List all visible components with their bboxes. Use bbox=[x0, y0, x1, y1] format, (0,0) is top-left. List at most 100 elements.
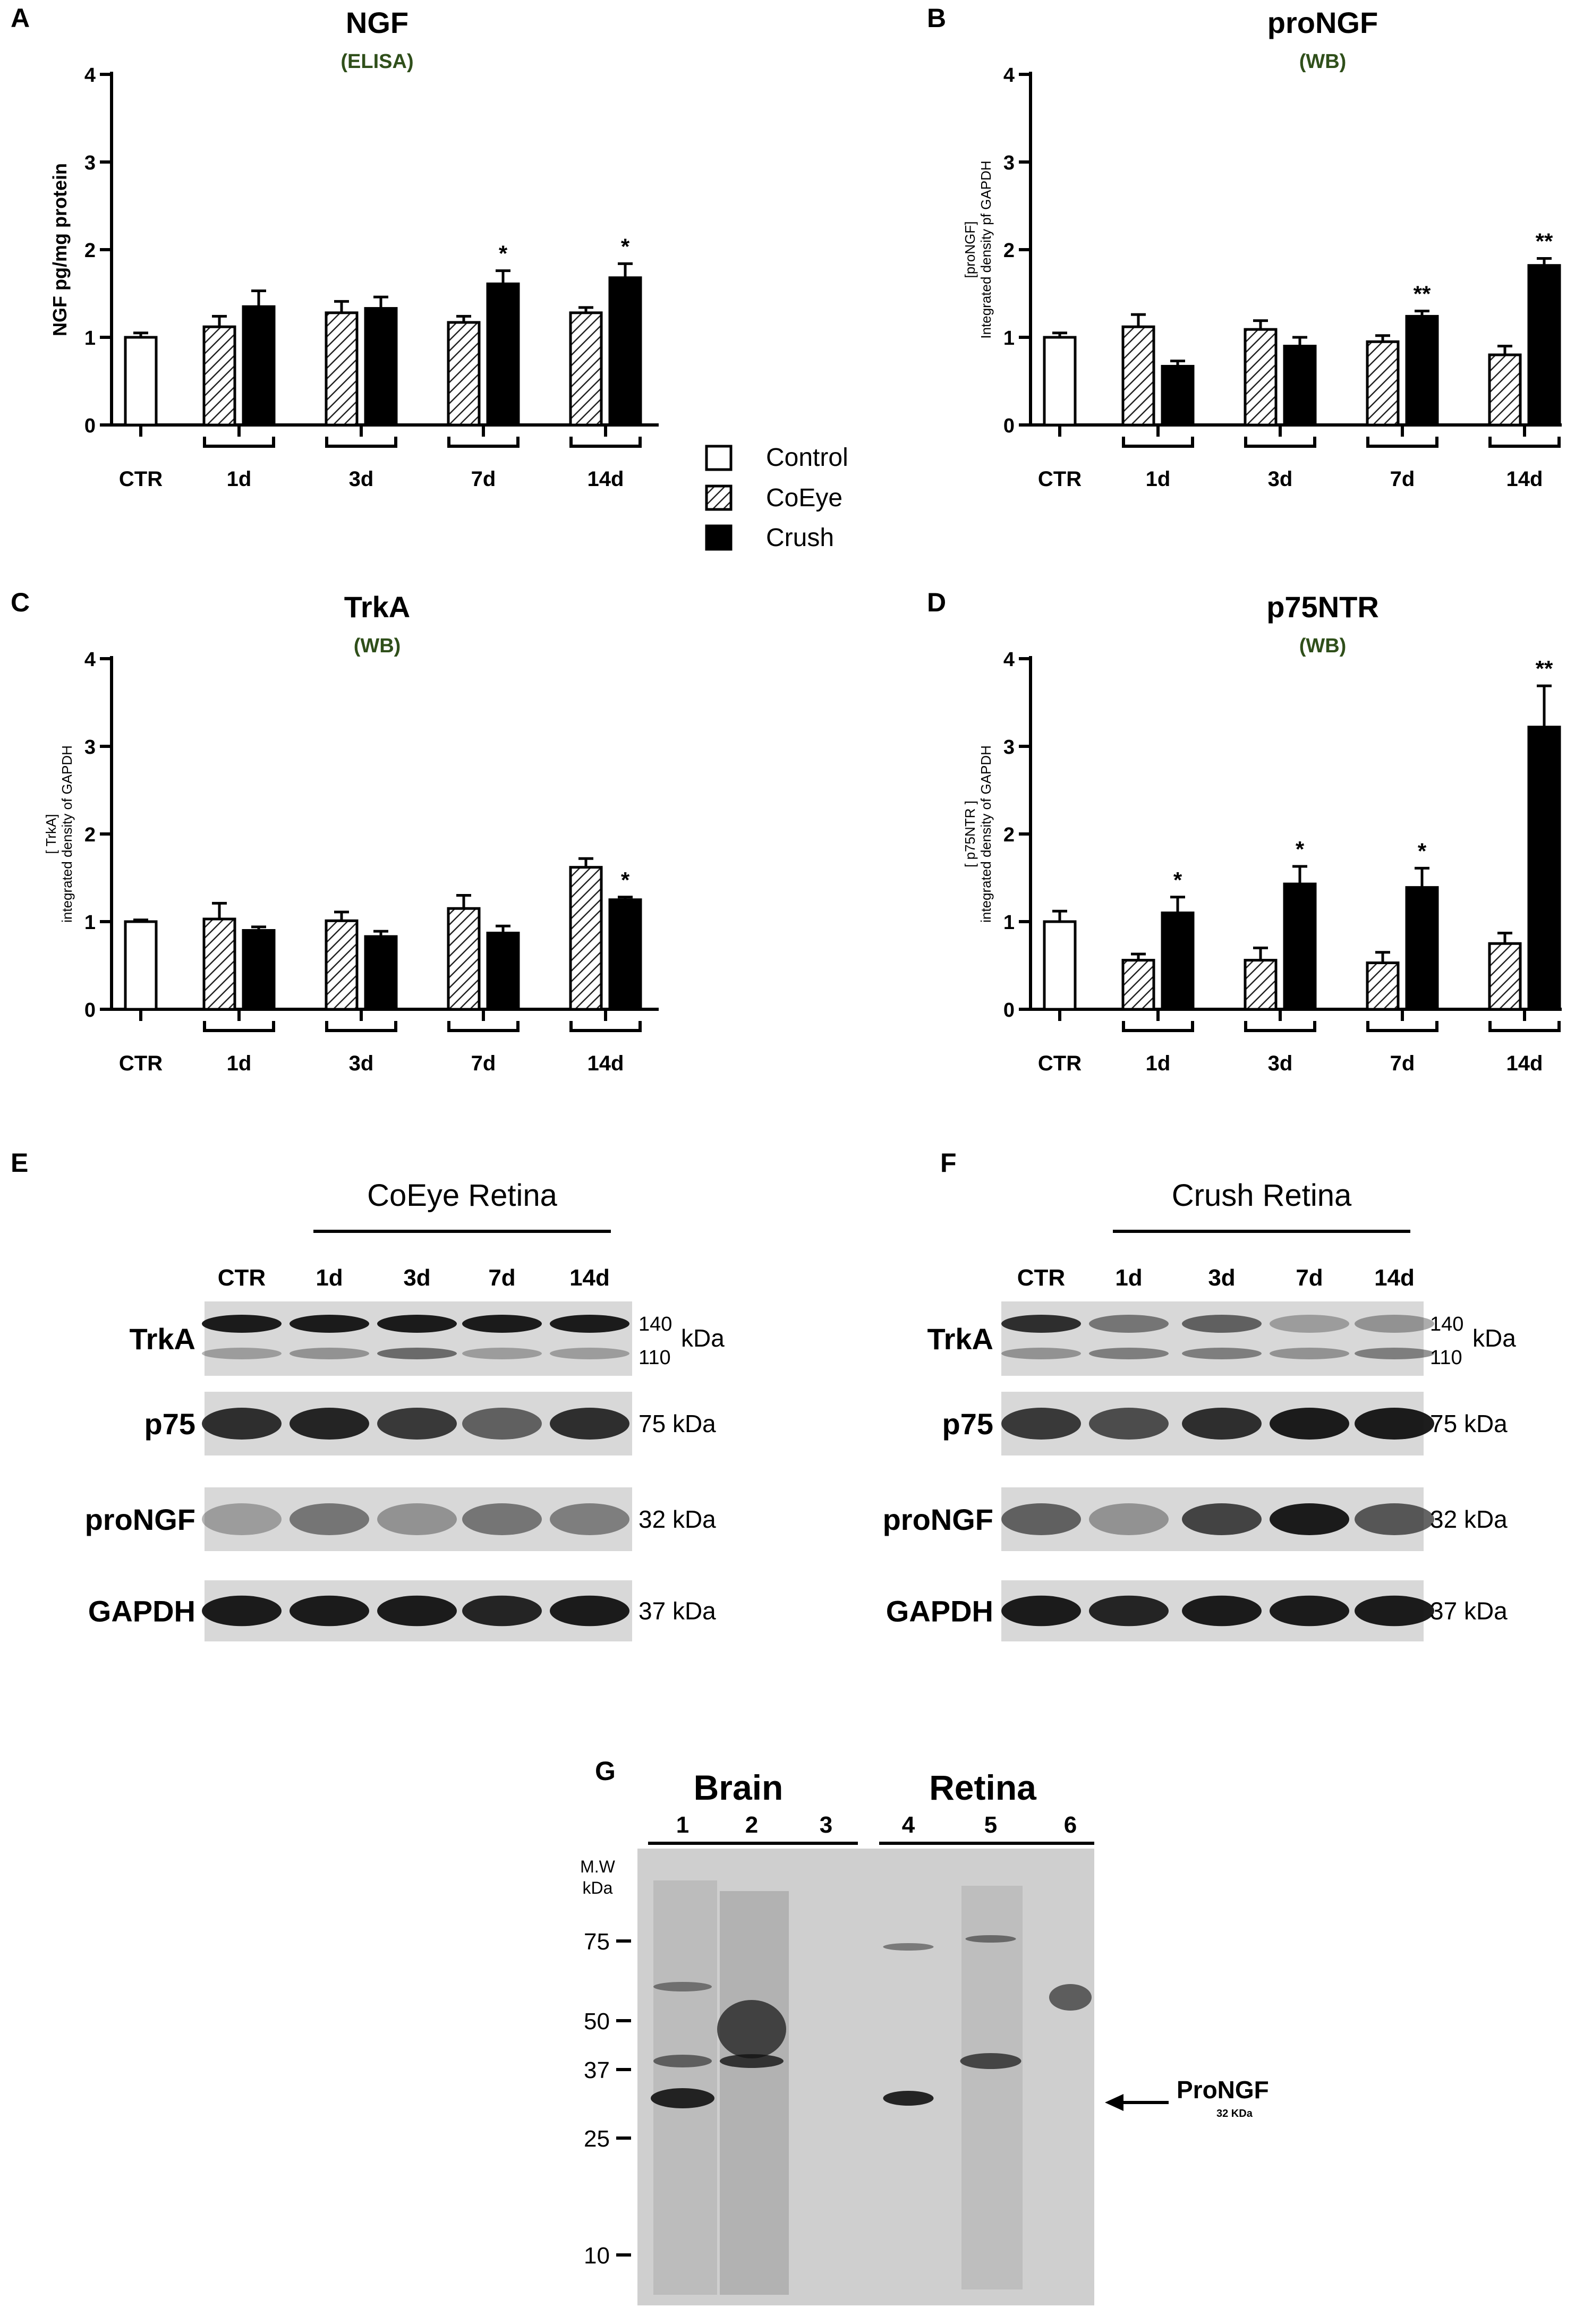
y-axis-label: NGF pg/mg protein bbox=[49, 163, 71, 336]
band-lane2-smear bbox=[717, 2000, 786, 2058]
blot-band-110 bbox=[202, 1348, 282, 1359]
blot-band bbox=[550, 1503, 629, 1535]
band-lane2-37 bbox=[720, 2054, 784, 2068]
y-tick-label: 3 bbox=[1003, 152, 1015, 174]
blot-band bbox=[377, 1503, 457, 1535]
band-lane1-37 bbox=[653, 2055, 712, 2067]
blot-band-110 bbox=[1001, 1348, 1081, 1359]
y-axis-label-2: Integrated density pf GAPDH bbox=[978, 160, 994, 338]
blot-band bbox=[1182, 1503, 1262, 1535]
bar-coeye bbox=[1488, 942, 1522, 1011]
y-tick-label: 4 bbox=[1003, 649, 1015, 671]
blot-lane-label: CTR bbox=[1017, 1265, 1065, 1291]
blot-band bbox=[1355, 1503, 1434, 1535]
mw-marker-label: 37 bbox=[584, 2057, 610, 2083]
y-tick-label: 3 bbox=[84, 152, 96, 174]
bar-coeye bbox=[1366, 961, 1400, 1011]
bar-coeye bbox=[1121, 959, 1155, 1011]
mw-marker-label: 10 bbox=[584, 2243, 610, 2269]
significance-marker: ** bbox=[1536, 229, 1553, 254]
blot-band-140 bbox=[462, 1315, 542, 1333]
blot-strip bbox=[205, 1487, 632, 1551]
significance-marker: * bbox=[621, 234, 630, 259]
blot-band bbox=[202, 1595, 282, 1627]
significance-marker: * bbox=[499, 241, 508, 266]
blot-band bbox=[1001, 1408, 1081, 1440]
chart-prongf: proNGF (WB) [proNGF] Integrated density pf … bbox=[962, 6, 1562, 491]
blot-band bbox=[1089, 1503, 1169, 1535]
bar-crush bbox=[486, 931, 520, 1011]
bar-control bbox=[1043, 336, 1077, 427]
y-axis-label: [ TrkA] bbox=[43, 814, 59, 854]
bar-crush bbox=[364, 307, 398, 427]
lane-number: 6 bbox=[1064, 1812, 1077, 1838]
blot-band-110 bbox=[1270, 1348, 1349, 1359]
y-axis-label: [ p75NTR ] bbox=[962, 801, 978, 867]
y-tick-label: 4 bbox=[1003, 64, 1015, 87]
significance-marker: * bbox=[1296, 837, 1305, 862]
chart-title: proNGF bbox=[1267, 6, 1378, 39]
bar-crush bbox=[1405, 314, 1439, 427]
bar-control bbox=[1043, 920, 1077, 1011]
legend: Control CoEye Crush bbox=[705, 444, 848, 552]
bar-crush bbox=[1527, 726, 1561, 1011]
bar-coeye bbox=[202, 325, 236, 427]
x-tick-label: 14d bbox=[588, 467, 624, 491]
y-tick-label: 2 bbox=[84, 240, 96, 262]
chart-title: TrkA bbox=[344, 590, 411, 624]
band-lane5-75 bbox=[965, 1935, 1016, 1943]
x-tick-label: CTR bbox=[1038, 1052, 1082, 1075]
x-tick-label: 14d bbox=[588, 1052, 624, 1075]
mw-label: 75 kDa bbox=[638, 1410, 716, 1437]
chart-subtitle: (WB) bbox=[1299, 50, 1347, 73]
significance-marker: * bbox=[621, 867, 630, 892]
mw-label-110: 110 bbox=[638, 1347, 671, 1369]
significance-marker: ** bbox=[1414, 282, 1431, 307]
lane-number: 4 bbox=[902, 1812, 915, 1838]
blot-row-label: p75 bbox=[144, 1407, 196, 1441]
lane-smear bbox=[720, 1891, 789, 2295]
y-tick-label: 1 bbox=[84, 327, 96, 350]
y-tick-label: 1 bbox=[84, 912, 96, 934]
group-bracket bbox=[325, 437, 397, 448]
blot-strip bbox=[205, 1301, 632, 1376]
bar-crush bbox=[1161, 912, 1195, 1011]
y-tick-label: 0 bbox=[84, 415, 96, 437]
mw-label-110: 110 bbox=[1430, 1347, 1462, 1369]
arrow-label: ProNGF bbox=[1177, 2076, 1269, 2104]
blot-coeye-retina: CoEye Retina CTR 1d 3d 7d 14d TrkA 140 110 kDa p75… bbox=[85, 1178, 725, 1641]
group-bracket bbox=[1244, 437, 1316, 448]
blot-crush-retina: Crush Retina CTR 1d 3d 7d 14d TrkA 140 110 kDa p75… bbox=[883, 1178, 1516, 1641]
y-axis-label: [proNGF] bbox=[962, 222, 978, 278]
x-tick-label: CTR bbox=[1038, 467, 1082, 491]
y-axis-label-2: integrated density of GAPDH bbox=[59, 745, 75, 923]
significance-marker: * bbox=[1173, 867, 1182, 892]
x-tick-label: 3d bbox=[349, 467, 374, 491]
chart-title: NGF bbox=[346, 6, 408, 39]
bar-crush bbox=[608, 276, 642, 427]
blot-band-110 bbox=[462, 1348, 542, 1359]
blot-row-label: GAPDH bbox=[88, 1595, 195, 1628]
bar-crush bbox=[1161, 364, 1195, 427]
x-tick-label: 7d bbox=[471, 1052, 496, 1075]
group-label-brain: Brain bbox=[694, 1768, 784, 1807]
group-bracket bbox=[1244, 1021, 1316, 1032]
bar-crush bbox=[608, 898, 642, 1011]
mw-label-140: 140 bbox=[638, 1313, 672, 1335]
bar-crush bbox=[1527, 264, 1561, 427]
bar-coeye bbox=[325, 311, 359, 427]
panel-letter-c: C bbox=[11, 588, 30, 617]
panel-letter-f: F bbox=[940, 1148, 957, 1178]
blot-band bbox=[550, 1408, 629, 1440]
x-tick-label: 7d bbox=[1390, 467, 1415, 491]
panel-letter-d: D bbox=[927, 588, 947, 617]
legend-swatch-control bbox=[705, 445, 733, 471]
band-lane6 bbox=[1049, 1984, 1092, 2011]
lane-number: 3 bbox=[820, 1812, 832, 1838]
chart-p75ntr: p75NTR (WB) [ p75NTR ] integrated density o… bbox=[962, 590, 1562, 1075]
x-tick-label: 7d bbox=[471, 467, 496, 491]
lane-number: 5 bbox=[984, 1812, 997, 1838]
blot-band bbox=[1182, 1595, 1262, 1627]
chart-title: p75NTR bbox=[1266, 590, 1379, 624]
blot-header: CoEye Retina bbox=[367, 1178, 558, 1213]
